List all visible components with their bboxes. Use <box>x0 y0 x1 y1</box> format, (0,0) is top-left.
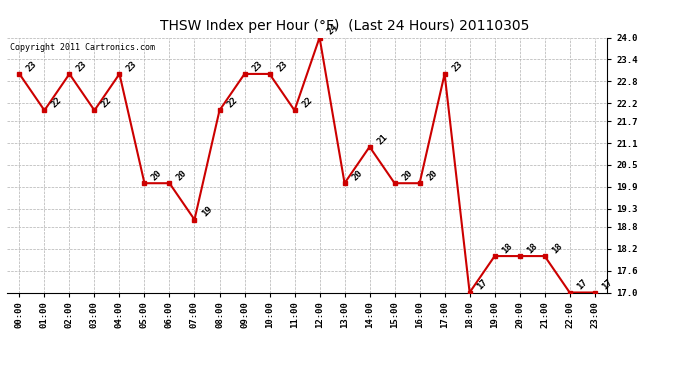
Text: 20: 20 <box>175 168 189 182</box>
Text: 23: 23 <box>125 59 139 73</box>
Text: 19: 19 <box>200 205 214 219</box>
Text: 18: 18 <box>500 242 514 255</box>
Text: 18: 18 <box>525 242 539 255</box>
Text: 22: 22 <box>50 96 64 109</box>
Text: 20: 20 <box>350 168 364 182</box>
Text: Copyright 2011 Cartronics.com: Copyright 2011 Cartronics.com <box>10 43 155 52</box>
Text: 17: 17 <box>600 278 614 292</box>
Text: 24: 24 <box>325 23 339 37</box>
Text: 22: 22 <box>300 96 314 109</box>
Text: 18: 18 <box>550 242 564 255</box>
Text: 23: 23 <box>450 59 464 73</box>
Text: THSW Index per Hour (°F)  (Last 24 Hours) 20110305: THSW Index per Hour (°F) (Last 24 Hours)… <box>160 19 530 33</box>
Text: 17: 17 <box>575 278 589 292</box>
Text: 23: 23 <box>75 59 89 73</box>
Text: 22: 22 <box>100 96 114 109</box>
Text: 23: 23 <box>250 59 264 73</box>
Text: 21: 21 <box>375 132 389 146</box>
Text: 20: 20 <box>425 168 439 182</box>
Text: 20: 20 <box>150 168 164 182</box>
Text: 23: 23 <box>275 59 289 73</box>
Text: 20: 20 <box>400 168 414 182</box>
Text: 22: 22 <box>225 96 239 109</box>
Text: 23: 23 <box>25 59 39 73</box>
Text: 17: 17 <box>475 278 489 292</box>
